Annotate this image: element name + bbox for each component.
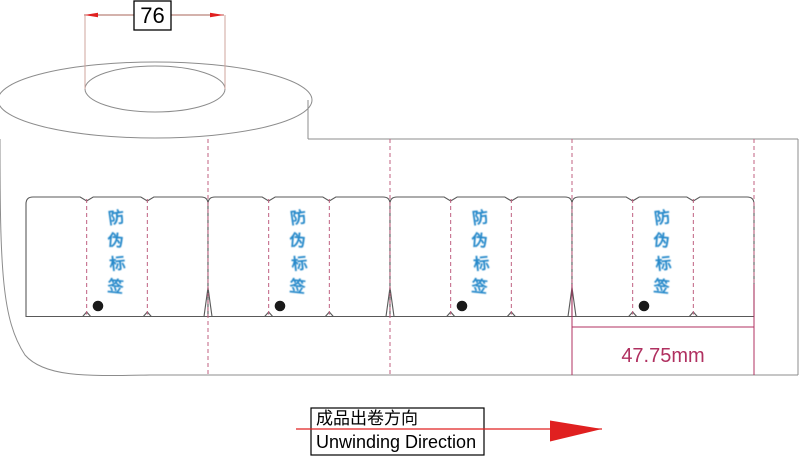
svg-text:防: 防 — [471, 207, 490, 228]
svg-text:防: 防 — [653, 207, 672, 228]
svg-text:签: 签 — [652, 276, 672, 297]
svg-text:伪: 伪 — [470, 230, 489, 250]
svg-text:签: 签 — [470, 276, 490, 297]
svg-text:签: 签 — [288, 276, 308, 297]
svg-text:标: 标 — [472, 254, 491, 274]
svg-text:标: 标 — [654, 254, 673, 274]
svg-text:标: 标 — [108, 254, 127, 274]
svg-text:防: 防 — [289, 207, 308, 228]
svg-text:成品出卷方向: 成品出卷方向 — [316, 409, 418, 428]
svg-text:伪: 伪 — [652, 230, 671, 250]
svg-text:签: 签 — [106, 276, 126, 297]
svg-text:防: 防 — [107, 207, 126, 228]
svg-text:Unwinding Direction: Unwinding Direction — [316, 432, 476, 452]
svg-text:76: 76 — [140, 3, 164, 28]
svg-text:伪: 伪 — [106, 230, 125, 250]
svg-text:伪: 伪 — [288, 230, 307, 250]
svg-text:47.75mm: 47.75mm — [621, 345, 704, 367]
svg-text:标: 标 — [290, 254, 309, 274]
